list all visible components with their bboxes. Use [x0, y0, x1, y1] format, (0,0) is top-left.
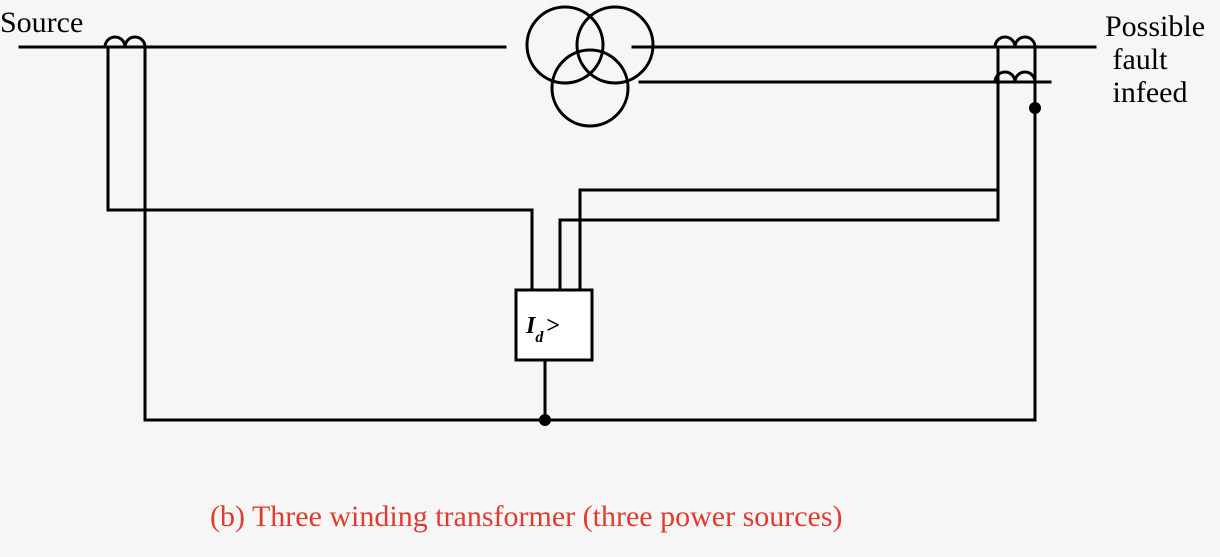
- schematic-svg: Id>: [0, 0, 1220, 557]
- label-source: Source: [0, 6, 83, 39]
- figure-caption: (b) Three winding transformer (three pow…: [210, 500, 843, 534]
- diagram-stage: Id> Source Possible fault infeed (b) Thr…: [0, 0, 1220, 557]
- transformer-circle-2: [552, 50, 628, 126]
- label-fault-infeed: Possible fault infeed: [1105, 10, 1205, 109]
- transformer-circle-1: [577, 7, 653, 83]
- transformer-circle-0: [527, 7, 603, 83]
